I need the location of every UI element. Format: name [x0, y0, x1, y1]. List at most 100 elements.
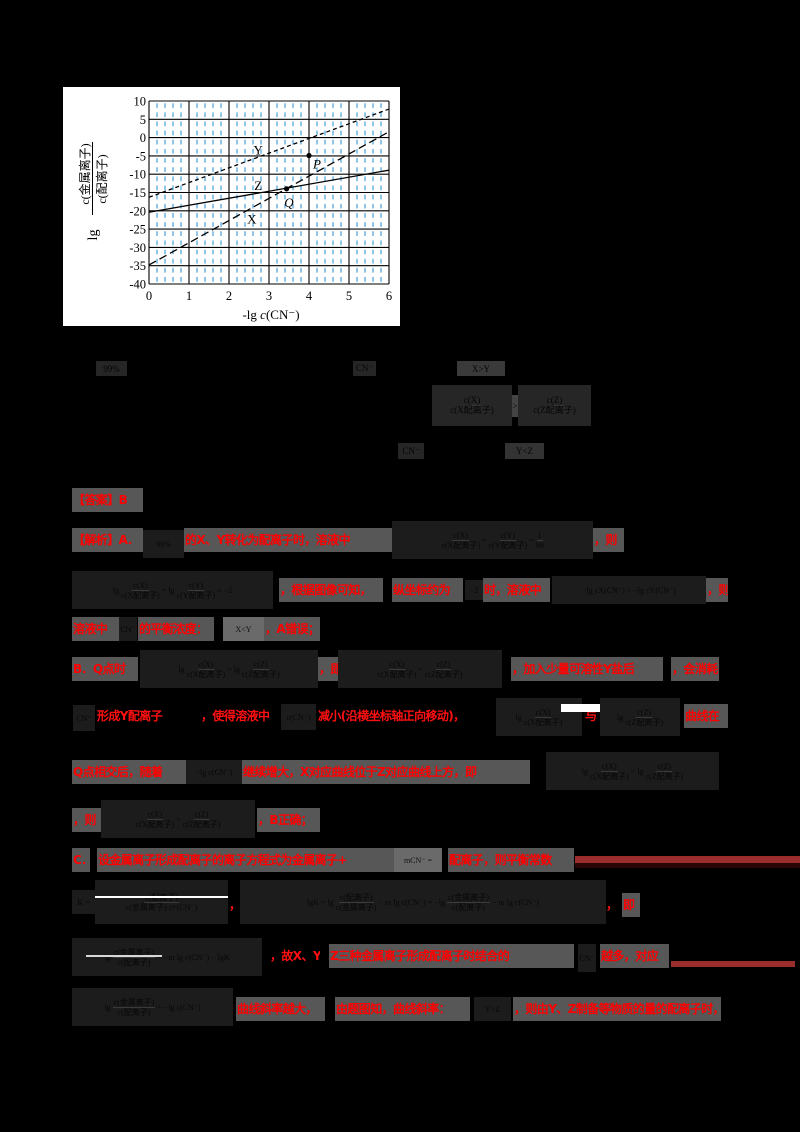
formula-slope-relation: lg c(金属离子) c(配离子) ~ −lg c(CN⁻): [72, 988, 233, 1026]
analysis-text: 溶液中: [72, 617, 119, 641]
x-tick-label: 3: [266, 289, 272, 303]
y-tick-label: 5: [140, 113, 146, 127]
analysis-text: ，即: [318, 657, 338, 681]
fraction: c(金属离子) c(配离子): [112, 947, 156, 967]
analysis-text: 的平衡浓度：: [138, 617, 214, 641]
fraction: c(Z) c(Z配离子): [645, 761, 684, 781]
point-label-q: Q: [284, 195, 294, 210]
formula-ratio-equation: c(X) c(X配离子) = c(Y) c(Y配离子) = 1 99: [392, 521, 593, 559]
analysis-label: C．: [72, 848, 90, 872]
formula-text: lg: [637, 766, 644, 776]
equals-sign: =: [529, 535, 534, 545]
formula-text: lg: [515, 712, 522, 722]
formula-text: ≈ −2: [217, 585, 233, 595]
analysis-text: 继续增大，X对应曲线位于Z对应曲线上方，即: [242, 760, 530, 784]
formula-text: mCN⁻ =: [403, 855, 433, 865]
x-tick-label: 2: [226, 289, 232, 303]
formula-ion: CN⁻: [73, 705, 95, 731]
x-label-arg: (CN⁻): [266, 307, 300, 322]
formula-text: CN⁻: [579, 953, 595, 963]
analysis-text: 形成Y配离子: [97, 709, 163, 723]
answer-label: 【答案】B: [72, 488, 143, 512]
formula-inequality: −lg cX(CN⁻) > −lg cY(CN⁻): [552, 576, 706, 604]
formula-ion: CN⁻: [578, 944, 596, 972]
analysis-label: 【解析】A．: [72, 528, 143, 552]
formula-text: CN⁻: [120, 624, 136, 634]
x-axis-label: -lg c(CN⁻): [242, 307, 299, 322]
series-line-z: [148, 169, 390, 213]
option-fragment: >: [512, 395, 518, 417]
option-verdict: ，A错误；: [264, 617, 320, 641]
formula-text: −lg cX(CN⁻) > −lg cY(CN⁻): [582, 585, 676, 595]
formula-text: lg: [581, 766, 589, 776]
point-label-p: P: [312, 156, 321, 171]
y-tick-label: -40: [129, 278, 146, 292]
formula-text: ~ −lg c(CN⁻): [157, 1002, 201, 1012]
formula-text: c(CN⁻): [286, 712, 311, 722]
point-p: [306, 152, 312, 159]
fragment-text: >: [512, 401, 518, 411]
fraction: c(Y) c(Y配离子): [176, 580, 216, 600]
formula-log-k: lgK = lg c(配离子) c(金属离子) − m lg c(CN⁻) = −…: [240, 880, 606, 924]
analysis-text: Q点相交后，随着: [72, 760, 186, 784]
fraction: c(Z) c(Z配离子): [424, 659, 463, 679]
fraction: c(Z) c(Z配离子): [625, 707, 663, 727]
formula-concentration: c(CN⁻): [281, 704, 316, 730]
y-tick-label: 10: [134, 95, 147, 109]
formula-text: = lg: [161, 585, 175, 595]
fraction: c(Z) c(Z配离子): [182, 809, 221, 829]
equals-sign: =: [481, 535, 487, 545]
fragment-text: CN⁻: [402, 445, 420, 456]
formula-equilibrium-constant: c(配离子)c(金属离子)·cᵐ(CN⁻): [95, 880, 228, 924]
formula-text: − m lg c(CN⁻) = −lg: [378, 897, 445, 907]
analysis-text: ，根据图像可知，: [279, 578, 383, 602]
fragment-text: 99%: [103, 363, 120, 374]
fragment-text: Y<Z: [515, 446, 534, 456]
fraction-bar: [86, 955, 162, 957]
formula-log-ratio: lg c(Z) c(Z配离子): [600, 698, 680, 736]
dark-red-rule-shadow: [575, 863, 800, 868]
analysis-text: 设金属离子形成配离子的离子方程式为金属离子+: [97, 848, 394, 872]
formula-text: lgK = lg: [306, 897, 334, 907]
analysis-label: B．Q点时: [72, 657, 138, 681]
formula-text: >: [176, 814, 181, 824]
fraction: c(X) c(X配离子): [590, 761, 629, 781]
analysis-text: ，加入少量可溶性Y盐后: [511, 657, 663, 681]
punctuation: ，: [606, 898, 618, 912]
formula-log-equation: lg c(X) c(X配离子) = lg c(Z) c(Z配离子): [140, 650, 318, 688]
formula-log-equation: lg c(X) c(X配离子) = lg c(Y) c(Y配离子) ≈ −2: [72, 571, 273, 609]
formula-text: = −m lg c(CN⁻) − lgK: [157, 952, 230, 962]
y-tick-label: -30: [129, 241, 146, 255]
option-fragment: 99%: [96, 361, 127, 376]
y-axis-label: lg c(金属离子) c(配离子): [77, 142, 109, 240]
formula-ion: CN⁻: [119, 617, 137, 641]
fraction: c(X) c(X配离子): [523, 707, 563, 727]
fragment-text: CN⁻: [355, 363, 374, 373]
analysis-text: ，使得溶液中: [201, 709, 270, 723]
formula-percent: 99%: [143, 530, 184, 558]
x-tick-label: 0: [146, 289, 152, 303]
series-label-x: X: [247, 212, 257, 227]
analysis-text: 的X、Y转化为配离子时，溶液中: [184, 528, 392, 552]
formula-text: lg: [112, 585, 120, 595]
option-fragment: Y<Z: [505, 443, 544, 459]
formula-text: K =: [77, 897, 90, 907]
formula-text: lg: [104, 1002, 111, 1012]
fraction: c(X) c(X配离子): [377, 659, 417, 679]
option-fragment: CN⁻: [398, 443, 424, 459]
fraction: c(X) c(X配离子): [121, 580, 160, 600]
x-tick-label: 4: [306, 289, 313, 303]
analysis-text: 曲线在: [684, 704, 728, 728]
analysis-text: ，则: [72, 808, 101, 832]
y-tick-label: -25: [129, 223, 146, 237]
y-tick-label: -5: [136, 149, 146, 163]
formula-text: >: [630, 766, 636, 776]
fragment-text: X>Y: [471, 363, 491, 374]
formula-text: −2: [469, 585, 479, 595]
option-fraction: c(X) c(X配离子): [432, 385, 512, 426]
formula-text: lg: [178, 664, 185, 674]
equals-sign: =: [418, 664, 423, 674]
analysis-text: 越多，对应: [600, 944, 669, 968]
